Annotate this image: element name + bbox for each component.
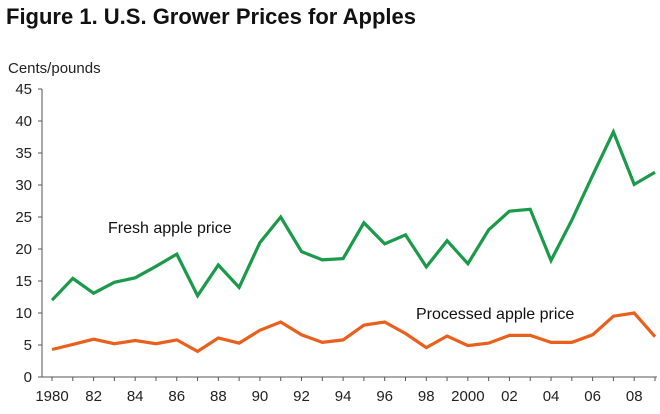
x-tick-label: 94 [335,388,352,405]
y-tick-label: 30 [15,177,32,194]
x-tick-label: 92 [293,388,310,405]
x-tick-label: 2000 [451,388,484,405]
series-line-processed [51,311,657,354]
y-tick-label: 15 [15,273,32,290]
y-tick-label: 40 [15,113,32,130]
x-tick-label: 04 [543,388,560,405]
y-tick-label: 0 [24,369,32,386]
x-tick-label: 1980 [35,388,68,405]
y-tick-label: 20 [15,241,32,258]
x-tick-label: 84 [127,388,144,405]
y-tick-label: 25 [15,209,32,226]
figure-title: Figure 1. U.S. Grower Prices for Apples [6,4,416,29]
x-tick-label: 88 [210,388,227,405]
series-label-fresh: Fresh apple price [108,220,232,237]
x-tick-label: 82 [85,388,102,405]
y-axis-unit-label: Cents/pounds [8,60,101,77]
x-tick-label: 08 [626,388,643,405]
x-tick-label: 98 [418,388,435,405]
x-tick-label: 86 [168,388,185,405]
y-tick-label: 35 [15,145,32,162]
x-tick-label: 02 [501,388,518,405]
x-tick-label: 96 [376,388,393,405]
x-tick-label: 06 [584,388,601,405]
series-line-fresh [50,127,656,302]
series-layer [50,127,657,354]
x-tick-label: 90 [252,388,269,405]
chart-axes: 0 5 10 15 20 25 30 35 40 45 1980 82 84 86 88 90 92 94 96 98… [15,81,657,405]
y-tick-label: 45 [15,81,32,98]
series-label-processed: Processed apple price [416,306,574,323]
y-tick-label: 5 [24,337,32,354]
y-tick-label: 10 [15,305,32,322]
